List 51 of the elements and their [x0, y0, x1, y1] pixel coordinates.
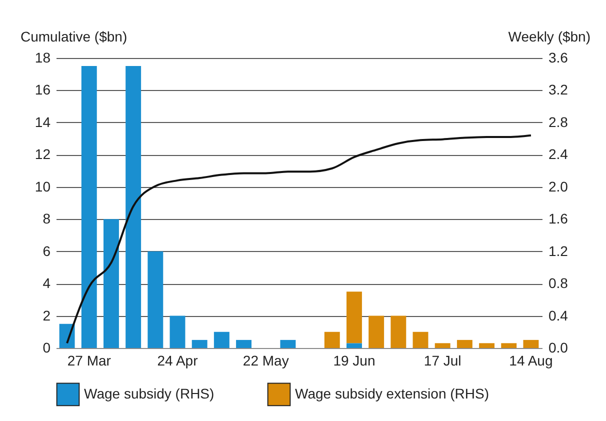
y2-tick-label: 3.2: [548, 82, 568, 98]
x-tick-label: 14 Aug: [509, 352, 553, 368]
x-tick-label: 22 May: [242, 352, 289, 368]
y2-tick-label: 3.6: [548, 50, 568, 66]
y-tick-label: 14: [34, 114, 51, 130]
x-tick-label: 24 Apr: [157, 352, 198, 368]
bar: [346, 292, 362, 344]
x-tick-label: 19 Jun: [333, 352, 376, 368]
bar: [434, 343, 450, 348]
x-tick-label: 27 Mar: [67, 352, 112, 368]
bar: [501, 343, 517, 348]
y2-tick-label: 1.6: [548, 210, 568, 227]
legend-label: Wage subsidy extension (RHS): [295, 385, 490, 402]
bar: [412, 332, 428, 348]
y-tick-label: 12: [34, 146, 51, 162]
legend-label: Wage subsidy (RHS): [84, 385, 214, 402]
y2-tick-label: 0.0: [548, 340, 568, 356]
x-tick-label: 17 Jul: [424, 352, 462, 368]
y-tick-label: 10: [34, 178, 51, 194]
y2-tick-label: 2.4: [548, 146, 568, 162]
bar: [346, 343, 362, 348]
y2-tick-label: 2.0: [548, 178, 568, 194]
line-series: [66, 134, 532, 344]
bar: [236, 340, 252, 348]
bar: [170, 316, 186, 348]
bar: [103, 219, 119, 348]
y-tick-label: 2: [42, 307, 51, 324]
bar: [324, 332, 340, 348]
bar: [390, 316, 406, 348]
bar: [81, 66, 97, 348]
bar: [148, 251, 164, 348]
y2-tick-label: 1.2: [548, 242, 568, 259]
bar: [214, 332, 230, 348]
y-tick-label: 8: [42, 210, 51, 227]
y2-tick-label: 2.8: [548, 114, 568, 130]
bar: [280, 340, 296, 348]
bar: [456, 340, 472, 348]
y2-tick-label: 0.4: [548, 307, 568, 324]
bar: [368, 316, 384, 348]
bar: [126, 66, 142, 348]
y2-axis-title: Weekly ($bn): [508, 28, 590, 44]
y-tick-label: 0: [42, 340, 51, 356]
bar: [523, 340, 539, 348]
bar: [192, 340, 208, 348]
y-tick-label: 6: [42, 242, 51, 259]
y-tick-label: 16: [34, 82, 51, 98]
y-tick-label: 18: [34, 50, 51, 66]
y-tick-label: 4: [42, 275, 51, 292]
y-axis-title: Cumulative ($bn): [20, 28, 128, 44]
y2-tick-label: 0.8: [548, 275, 568, 292]
bar: [479, 343, 495, 348]
